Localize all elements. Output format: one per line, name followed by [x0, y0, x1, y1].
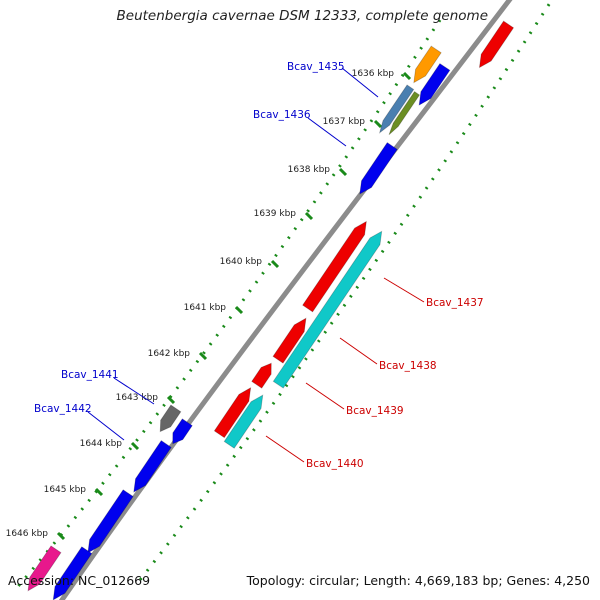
- gene-label[interactable]: Bcav_1442: [34, 403, 92, 415]
- gene-arrow-forward[interactable]: [168, 418, 193, 447]
- tick-mark: [130, 441, 140, 451]
- gene-callout-line: [341, 67, 379, 98]
- gene-arrow-cyan[interactable]: [223, 392, 268, 449]
- tick-mark: [56, 531, 66, 541]
- tick-label: 1646 kbp: [6, 529, 49, 539]
- gene-arrow-reverse[interactable]: [213, 384, 255, 439]
- tick-mark: [338, 167, 348, 177]
- gene-label[interactable]: Bcav_1440: [306, 458, 364, 470]
- gene-arrow-forward[interactable]: [83, 489, 134, 556]
- tick-mark: [270, 259, 280, 269]
- gene-callout-line: [383, 277, 425, 303]
- gene-arrow-gray[interactable]: [155, 404, 182, 435]
- gene-label[interactable]: Bcav_1436: [253, 109, 311, 121]
- gene-arrow-forward[interactable]: [414, 63, 451, 109]
- gene-label[interactable]: Bcav_1437: [426, 297, 484, 309]
- tick-label: 1642 kbp: [148, 349, 191, 359]
- tick-mark: [234, 305, 244, 315]
- tick-label: 1640 kbp: [220, 257, 263, 267]
- gene-callout-line: [113, 377, 155, 405]
- tick-label: 1636 kbp: [352, 69, 395, 79]
- gene-arrow-forward[interactable]: [355, 142, 398, 198]
- tick-label: 1641 kbp: [184, 303, 227, 313]
- gene-callout-line: [339, 337, 378, 365]
- gene-callout-line: [307, 117, 347, 147]
- gene-label[interactable]: Bcav_1441: [61, 369, 119, 381]
- gene-arrow-reverse[interactable]: [474, 20, 515, 71]
- outer-dotted-guide: [138, 0, 554, 581]
- tick-mark: [304, 211, 314, 221]
- tick-label: 1645 kbp: [44, 485, 87, 495]
- genome-summary-text: Topology: circular; Length: 4,669,183 bp…: [246, 573, 590, 588]
- tick-mark: [402, 71, 412, 81]
- gene-callout-line: [305, 382, 345, 410]
- gene-arrow-reverse[interactable]: [302, 218, 372, 313]
- tick-label: 1637 kbp: [323, 117, 366, 127]
- tick-label: 1643 kbp: [116, 393, 159, 403]
- genome-backbone: [58, 0, 513, 600]
- gene-label[interactable]: Bcav_1438: [379, 360, 437, 372]
- gene-arrow-olive[interactable]: [387, 91, 421, 137]
- tick-label: 1639 kbp: [254, 209, 297, 219]
- tick-mark: [94, 487, 104, 497]
- gene-callout-line: [87, 411, 125, 441]
- tick-mark: [373, 119, 383, 129]
- genome-title: Beutenbergia cavernae DSM 12333, complet…: [116, 8, 488, 24]
- accession-text: Accession: NC_012669: [8, 573, 151, 588]
- gene-arrow-forward[interactable]: [129, 440, 172, 496]
- gene-arrow-forward[interactable]: [48, 546, 93, 600]
- gene-arrow-cyan[interactable]: [272, 228, 386, 389]
- gene-arrow-magenta[interactable]: [23, 545, 62, 594]
- tick-label: 1644 kbp: [80, 439, 123, 449]
- inner-dotted-guide: [13, 19, 442, 591]
- gene-label[interactable]: Bcav_1435: [287, 61, 345, 73]
- tick-label: 1638 kbp: [288, 165, 331, 175]
- gene-callout-line: [265, 435, 305, 463]
- gene-arrow-reverse[interactable]: [272, 315, 311, 364]
- gene-arrow-orange[interactable]: [409, 45, 442, 86]
- gene-label[interactable]: Bcav_1439: [346, 405, 404, 417]
- gene-arrow-steel[interactable]: [376, 84, 415, 135]
- tick-mark: [198, 351, 208, 361]
- tick-mark: [166, 395, 176, 405]
- gene-arrow-reverse[interactable]: [251, 360, 276, 389]
